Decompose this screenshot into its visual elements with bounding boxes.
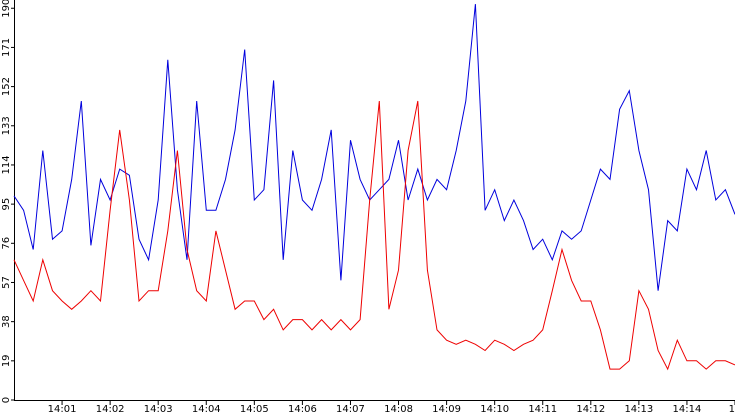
x-tick-label: 14:06 [288,404,317,415]
y-tick-label: 95 [1,198,12,211]
y-tick-label: 57 [1,276,12,289]
x-tick-label: 14:09 [432,404,461,415]
y-tick-label: 171 [1,38,12,57]
x-tick-label: 14:10 [480,404,509,415]
y-tick-label: 38 [1,315,12,328]
y-tick-label: 19 [1,354,12,367]
x-tick-label: 14:12 [576,404,605,415]
x-tick-label: 14:02 [96,404,125,415]
x-tick-label: 14:11 [528,404,557,415]
x-tick-label: 14:01 [48,404,77,415]
x-tick-label: 14:04 [192,404,221,415]
y-tick-label: 114 [1,155,12,174]
x-tick-label: 14:13 [624,404,653,415]
series-line [13,100,735,371]
y-tick-label: 0 [1,397,12,403]
x-tick-label: 14:07 [336,404,365,415]
x-tick-label: 14:05 [240,404,269,415]
y-tick-label: 190 [1,0,12,18]
y-tick-label: 133 [1,116,12,135]
y-tick-label: 152 [1,77,12,96]
x-tick-label: 14:14 [673,404,702,415]
series-line [13,4,735,291]
y-tick-label: 76 [1,237,12,250]
x-tick-label: 14 [729,404,735,415]
x-tick-label: 14:03 [144,404,173,415]
x-tick-label: 14:08 [384,404,413,415]
